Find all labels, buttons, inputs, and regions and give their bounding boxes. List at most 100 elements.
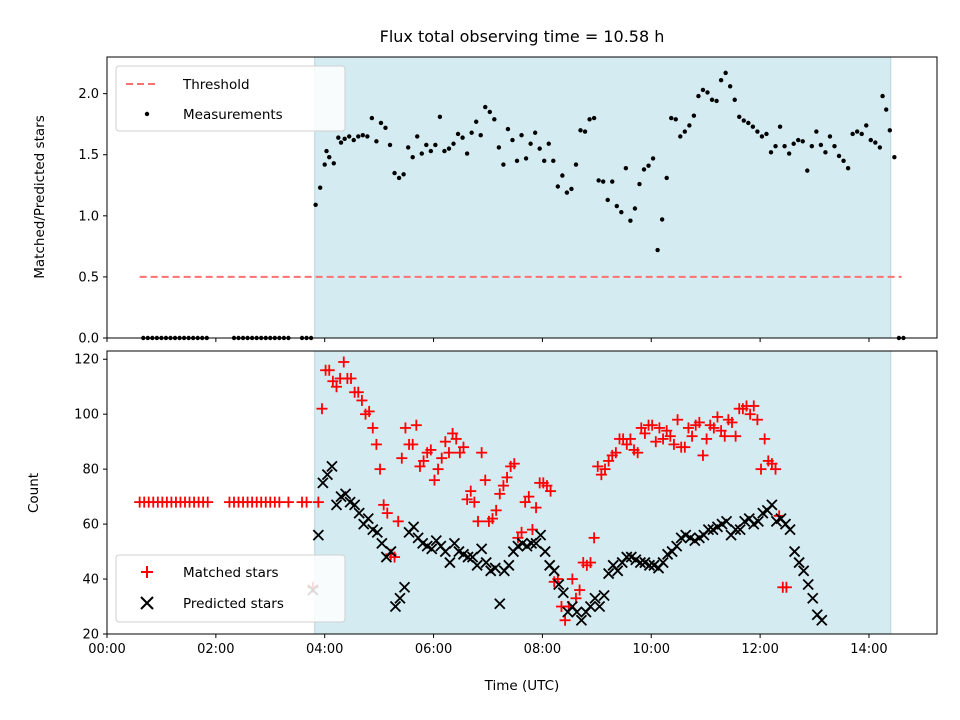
measurement-point (424, 142, 429, 148)
predicted-star-point (589, 592, 601, 604)
measurement-point (446, 146, 452, 151)
measurement-point (460, 135, 465, 140)
predicted-star-point (793, 556, 805, 569)
measurement-point (605, 197, 610, 203)
measurement-point (591, 115, 597, 121)
measurement-point (487, 109, 492, 115)
predicted-star-point (330, 499, 343, 511)
measurement-point (773, 143, 778, 149)
matched-star-point (479, 474, 491, 486)
predicted-star-point (643, 559, 656, 571)
measurement-point (782, 143, 787, 149)
measurement-point (442, 148, 447, 154)
x-tick-label: 12:00 (741, 642, 778, 657)
measurement-point (451, 141, 456, 146)
measurement-point (836, 153, 842, 159)
matched-star-point (374, 463, 386, 475)
measurement-point (336, 135, 341, 140)
measurement-point (496, 145, 502, 150)
bottom-plot-marks (134, 356, 828, 626)
predicted-star-point (353, 507, 365, 519)
y-tick-label: 1.0 (78, 209, 99, 224)
measurement-point (317, 185, 323, 190)
matched-star-point (588, 532, 600, 544)
measurement-point (628, 218, 633, 223)
matched-star-point (708, 422, 720, 434)
measurement-point (850, 131, 855, 137)
matched-star-point (610, 447, 622, 459)
predicted-star-point (525, 537, 538, 549)
predicted-star-point (439, 545, 451, 558)
matched-star-point (592, 460, 604, 472)
y-tick-label: 80 (82, 463, 99, 478)
bottom-legend: Matched stars Predicted stars (115, 554, 346, 623)
measurement-point (805, 168, 810, 173)
matched-star-point (697, 449, 709, 461)
matched-star-point (719, 430, 731, 442)
chart-title: Flux total observing time = 10.58 h (380, 27, 665, 46)
legend-predicted-label: Predicted stars (183, 596, 284, 612)
x-tick-label: 06:00 (415, 642, 452, 657)
matched-star-point (282, 496, 294, 508)
predicted-star-point (553, 578, 565, 591)
bottom-x-ticks: 00:00 02:00 04:00 06:00 08:00 10:00 12:00 14:00 (88, 634, 888, 657)
measurement-point (351, 137, 356, 143)
matched-star-point (494, 488, 506, 500)
measurement-point (755, 129, 760, 134)
measurement-point (324, 148, 329, 154)
matched-star-point (650, 436, 662, 448)
matched-star-point (530, 502, 542, 514)
matched-star-point (432, 463, 444, 475)
measurement-point (650, 156, 656, 161)
predicted-star-point (530, 537, 542, 549)
measurement-point (338, 140, 344, 145)
measurement-point (415, 134, 420, 139)
measurement-point (473, 119, 479, 124)
predicted-star-point (602, 567, 615, 580)
predicted-star-point (448, 537, 461, 549)
matched-star-point (682, 422, 694, 434)
measurement-point (669, 115, 674, 121)
matched-star-point (399, 422, 411, 434)
matched-star-point (352, 386, 364, 398)
predicted-star-point (729, 523, 742, 536)
measurement-point (746, 120, 751, 126)
predicted-star-point (575, 614, 588, 626)
matched-star-point (330, 381, 342, 393)
predicted-star-point (634, 556, 647, 569)
measurement-point (659, 217, 665, 222)
matched-star-point (418, 455, 430, 467)
matched-star-point (516, 526, 528, 538)
y-tick-label: 40 (82, 573, 99, 588)
x-tick-label: 10:00 (633, 642, 670, 657)
predicted-star-point (539, 545, 551, 558)
measurement-point (641, 167, 647, 172)
predicted-star-point (571, 606, 583, 618)
matched-star-point (370, 438, 382, 450)
measurement-point (313, 202, 318, 208)
measurement-point (582, 129, 588, 134)
predicted-star-point (752, 515, 764, 527)
matched-star-point (407, 438, 419, 450)
measurement-point (832, 143, 837, 149)
measurement-point (505, 126, 511, 132)
matched-star-point (545, 485, 557, 497)
predicted-star-point (466, 551, 479, 563)
measurement-point (619, 209, 624, 215)
measurement-point (537, 146, 542, 151)
matched-star-point (396, 452, 408, 464)
measurement-point (396, 175, 402, 181)
predicted-star-point (612, 565, 624, 577)
legend-matched-swatch (141, 566, 153, 578)
matched-star-point (367, 422, 379, 434)
matched-star-point (726, 416, 738, 428)
measurement-point (705, 90, 710, 95)
matched-star-point (664, 430, 676, 442)
matched-star-point (476, 447, 488, 459)
measurement-point (696, 93, 701, 99)
matched-star-point (653, 422, 665, 434)
bottom-observing-window-shade (314, 350, 892, 635)
measurement-point (764, 131, 769, 137)
measurement-point (551, 158, 556, 164)
